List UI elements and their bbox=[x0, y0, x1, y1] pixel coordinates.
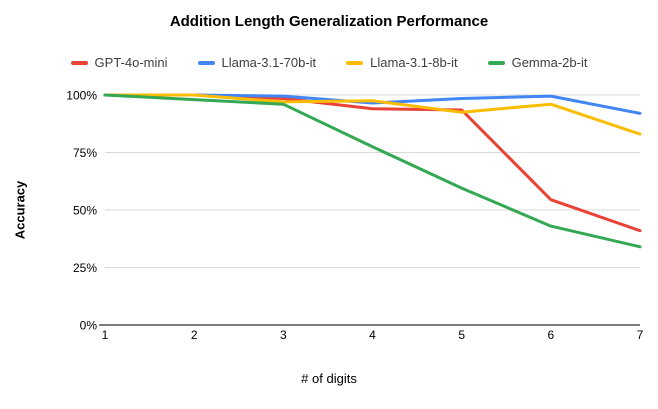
series-line-gemma-2b-it bbox=[103, 93, 642, 249]
x-tick-label: 6 bbox=[547, 328, 554, 342]
legend-label: GPT-4o-mini bbox=[94, 55, 168, 70]
x-tick-label: 4 bbox=[369, 328, 376, 342]
y-axis-title: Accuracy bbox=[12, 180, 28, 240]
legend-item-gpt-4o-mini: GPT-4o-mini bbox=[70, 55, 168, 70]
legend: GPT-4o-mini Llama-3.1-70b-it Llama-3.1-8b-… bbox=[0, 55, 658, 70]
legend-swatch-icon bbox=[487, 60, 505, 65]
legend-item-llama-3-1-8b-it: Llama-3.1-8b-it bbox=[346, 55, 458, 70]
y-tick-label: 0% bbox=[80, 319, 98, 333]
legend-swatch-icon bbox=[197, 60, 215, 65]
series-line-llama-3-1-8b-it bbox=[103, 93, 642, 136]
x-tick-label: 3 bbox=[280, 328, 287, 342]
legend-item-gemma-2b-it: Gemma-2b-it bbox=[487, 55, 588, 70]
chart-title: Addition Length Generalization Performan… bbox=[169, 13, 489, 30]
y-tick-label: 75% bbox=[73, 146, 97, 160]
x-axis-title: # of digits bbox=[301, 371, 357, 386]
x-tick-label: 2 bbox=[191, 328, 198, 342]
x-tick-label: 5 bbox=[458, 328, 465, 342]
y-tick-label: 50% bbox=[73, 204, 97, 218]
x-tick-label: 1 bbox=[102, 328, 109, 342]
legend-label: Llama-3.1-70b-it bbox=[221, 55, 317, 70]
legend-swatch-icon bbox=[70, 60, 88, 65]
legend-label: Llama-3.1-8b-it bbox=[370, 55, 458, 70]
legend-label: Gemma-2b-it bbox=[511, 55, 588, 70]
legend-swatch-icon bbox=[346, 60, 364, 65]
x-tick-label: 7 bbox=[637, 328, 644, 342]
legend-item-llama-3-1-70b-it: Llama-3.1-70b-it bbox=[197, 55, 317, 70]
y-tick-label: 25% bbox=[73, 261, 97, 275]
y-tick-label: 100% bbox=[66, 89, 97, 103]
